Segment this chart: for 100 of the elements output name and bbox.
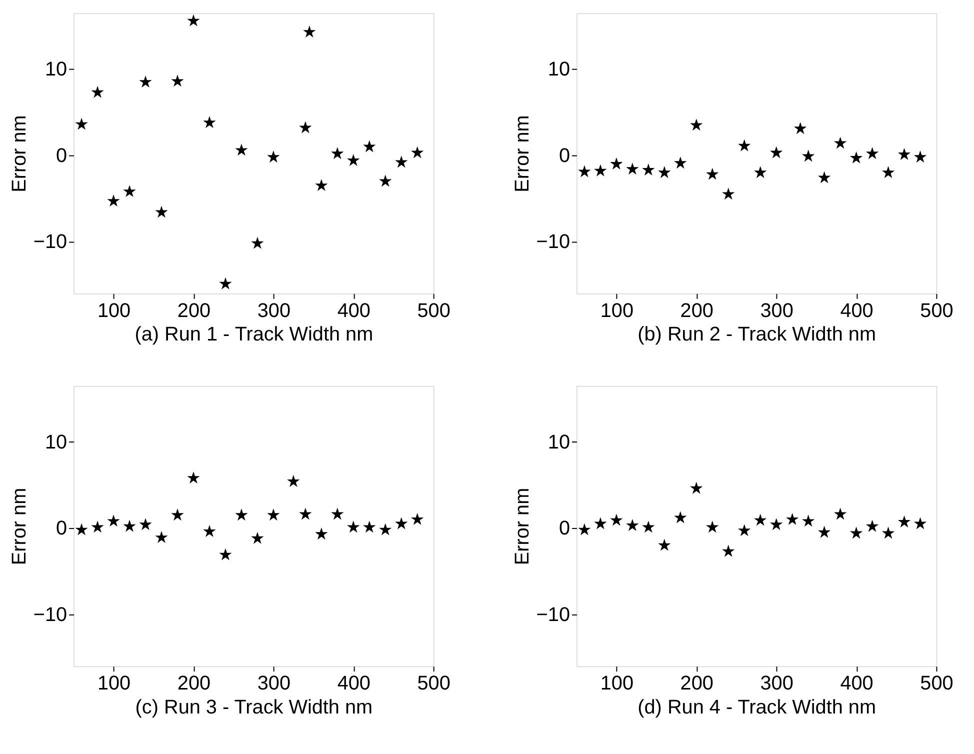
- point: [235, 144, 248, 156]
- point: [594, 517, 607, 530]
- point: [379, 523, 392, 536]
- point: [91, 520, 104, 533]
- y-tick-label: 0: [56, 144, 68, 167]
- point: [610, 157, 623, 170]
- point: [267, 150, 280, 163]
- x-tick-label: 500: [920, 672, 954, 694]
- x-tick-label: 100: [97, 300, 131, 322]
- y-tick-label: 10: [44, 431, 68, 454]
- y-tick-label: 10: [44, 58, 68, 81]
- point: [171, 508, 184, 521]
- point: [107, 514, 120, 527]
- x-tick-label: 400: [840, 672, 874, 694]
- point: [642, 520, 655, 533]
- point: [203, 116, 216, 128]
- point: [303, 25, 316, 38]
- point: [914, 150, 927, 163]
- y-tick-label: 10: [548, 431, 570, 454]
- x-tick-label: 200: [177, 672, 211, 694]
- x-axis-title: (c) Run 3 - Track Width nm: [135, 696, 373, 718]
- point: [738, 139, 751, 152]
- point: [866, 520, 879, 532]
- point: [674, 156, 687, 169]
- x-tick-label: 300: [257, 672, 290, 694]
- x-tick-label: 400: [337, 672, 370, 694]
- point: [379, 174, 392, 187]
- point: [722, 544, 735, 557]
- point: [75, 118, 88, 130]
- point: [155, 530, 168, 544]
- point: [802, 514, 815, 527]
- point: [738, 524, 751, 536]
- point: [347, 520, 360, 533]
- point: [331, 147, 344, 160]
- point: [395, 156, 408, 168]
- y-tick-label: 0: [558, 518, 570, 540]
- point: [642, 163, 655, 176]
- point: [299, 121, 312, 134]
- x-tick-label: 400: [337, 300, 370, 322]
- point: [818, 171, 831, 184]
- point: [626, 162, 639, 175]
- point: [898, 148, 911, 160]
- point: [363, 520, 376, 533]
- point: [123, 520, 136, 532]
- point: [267, 508, 280, 521]
- point: [107, 194, 120, 207]
- y-tick-label: −10: [536, 231, 570, 254]
- point: [706, 520, 719, 533]
- x-tick-label: 100: [600, 300, 634, 322]
- point: [754, 514, 767, 526]
- point: [850, 526, 863, 539]
- point: [834, 508, 847, 520]
- point: [171, 74, 184, 87]
- point: [802, 150, 815, 162]
- x-tick-label: 500: [417, 672, 450, 694]
- x-axis-title: (b) Run 2 - Track Width nm: [638, 324, 876, 346]
- point: [706, 168, 719, 180]
- point: [914, 517, 927, 530]
- point: [866, 147, 879, 160]
- point: [786, 512, 799, 525]
- x-tick-label: 100: [97, 672, 131, 694]
- x-tick-label: 300: [257, 300, 290, 322]
- point: [722, 188, 735, 200]
- point: [139, 75, 152, 88]
- point: [658, 166, 671, 178]
- point: [818, 526, 831, 538]
- point: [626, 518, 639, 531]
- y-tick-label: 10: [548, 58, 570, 81]
- y-tick-label: −10: [536, 604, 570, 626]
- point: [898, 515, 911, 528]
- y-axis-title: Error nm: [511, 115, 534, 192]
- point: [187, 14, 200, 26]
- point: [251, 532, 264, 544]
- point: [299, 508, 312, 520]
- x-tick-label: 300: [760, 672, 794, 694]
- point: [770, 518, 783, 530]
- x-tick-label: 200: [177, 300, 211, 322]
- x-axis-title: (d) Run 4 - Track Width nm: [638, 696, 876, 718]
- point: [770, 146, 783, 158]
- point: [139, 518, 152, 530]
- y-axis-title: Error nm: [511, 488, 534, 566]
- point: [331, 508, 344, 520]
- x-tick-label: 500: [920, 300, 954, 322]
- point: [882, 166, 895, 178]
- x-tick-label: 300: [760, 300, 794, 322]
- y-tick-label: −10: [33, 231, 68, 254]
- point: [794, 122, 807, 134]
- x-tick-label: 200: [680, 300, 714, 322]
- point: [754, 166, 767, 178]
- point: [203, 524, 216, 537]
- point: [187, 471, 200, 484]
- point: [411, 512, 424, 525]
- point: [850, 151, 863, 164]
- point: [363, 140, 376, 152]
- point: [123, 185, 136, 198]
- point: [235, 508, 248, 521]
- point: [347, 154, 360, 166]
- y-axis-title: Error nm: [8, 488, 30, 566]
- x-tick-label: 500: [417, 300, 450, 322]
- point: [155, 206, 168, 218]
